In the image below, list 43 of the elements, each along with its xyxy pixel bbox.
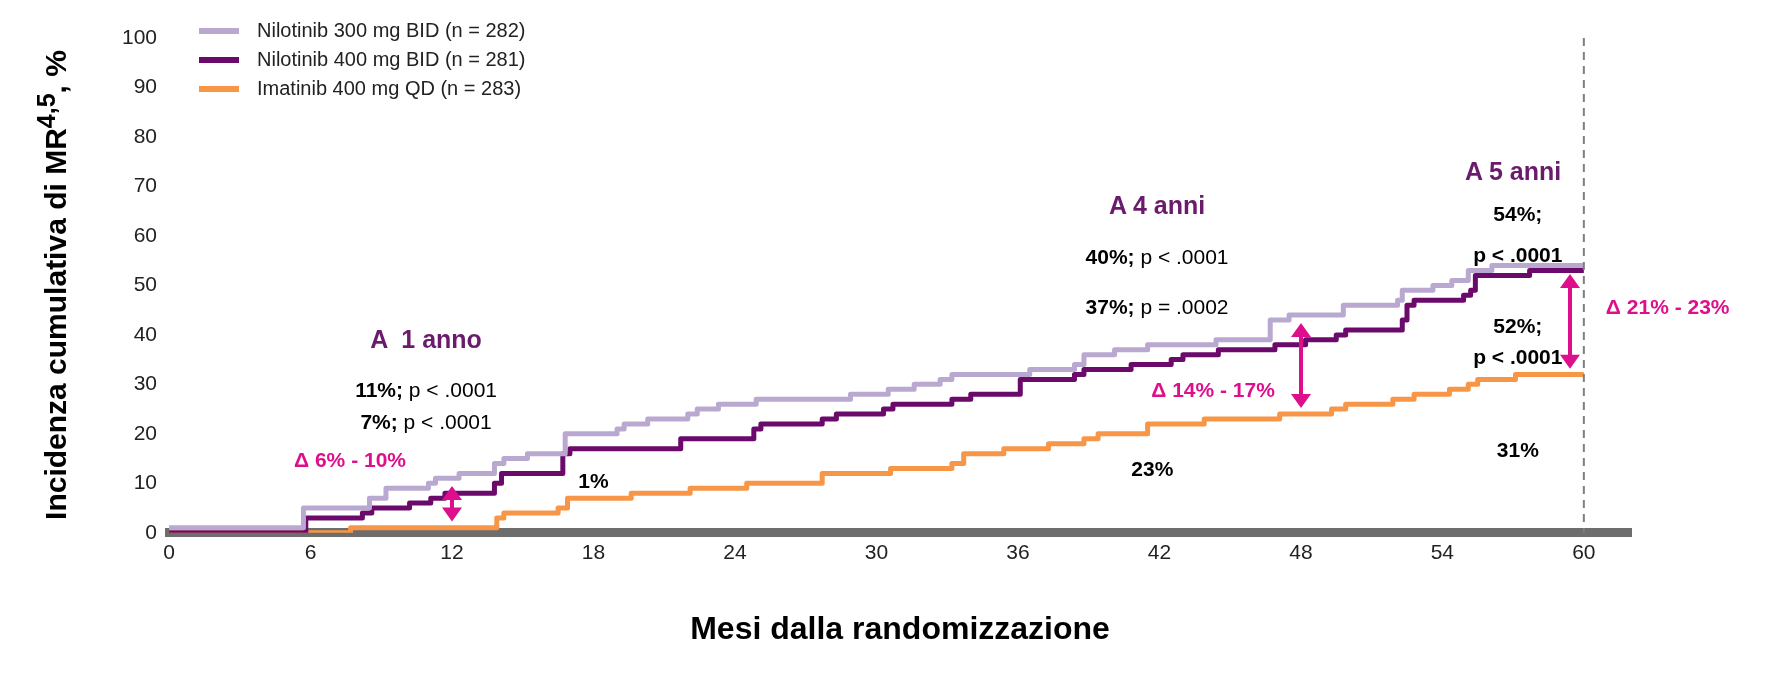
- x-tick-label: 12: [440, 540, 464, 564]
- x-tick-label: 6: [304, 540, 317, 564]
- y-tick-label: 10: [133, 470, 158, 494]
- y-tick-label: 20: [133, 420, 158, 444]
- annotation: 31%: [1496, 437, 1540, 461]
- legend-label: Nilotinib 300 mg BID (n = 282): [257, 19, 526, 42]
- legend-label: Imatinib 400 mg QD (n = 283): [257, 77, 522, 100]
- y-tick-label: 30: [133, 371, 158, 395]
- annotation: A 4 anni: [1108, 191, 1206, 220]
- annotation: A 5 anni: [1464, 156, 1562, 185]
- annotation: 11%; p < .0001: [355, 377, 497, 401]
- annotation: 1%: [578, 468, 609, 492]
- annotation: 40%; p < .0001: [1085, 244, 1229, 268]
- annotation: p < .0001: [1473, 242, 1563, 266]
- y-tick-label: 60: [133, 222, 158, 246]
- annotation: 52%;: [1493, 314, 1543, 338]
- x-tick-label: 54: [1430, 540, 1455, 564]
- y-tick-label: 90: [133, 74, 158, 98]
- annotation: 37%; p = .0002: [1085, 294, 1229, 318]
- y-tick-label: 40: [133, 321, 158, 345]
- annotation: A 1 anno: [370, 324, 482, 353]
- x-tick-label: 18: [581, 540, 606, 564]
- annotation: Δ 14% - 17%: [1151, 377, 1276, 401]
- x-tick-label: 30: [864, 540, 889, 564]
- x-tick-label: 48: [1289, 540, 1313, 564]
- x-tick-label: 42: [1147, 540, 1172, 564]
- x-axis-title: Mesi dalla randomizzazione: [690, 610, 1110, 647]
- legend-label: Nilotinib 400 mg BID (n = 281): [257, 48, 526, 71]
- annotation: 54%;: [1493, 201, 1543, 225]
- x-tick-label: 60: [1572, 540, 1596, 564]
- annotation: Δ 6% - 10%: [294, 448, 407, 472]
- y-tick-label: 50: [133, 272, 158, 296]
- annotation: 7%; p < .0001: [360, 409, 492, 433]
- x-tick-label: 24: [723, 540, 747, 564]
- y-tick-label: 100: [121, 24, 158, 48]
- annotation: p < .0001: [1473, 345, 1563, 369]
- annotation: 23%: [1131, 457, 1174, 481]
- x-tick-label: 36: [1006, 540, 1030, 564]
- x-tick-label: 0: [163, 540, 175, 564]
- y-tick-label: 70: [133, 173, 158, 197]
- y-tick-label: 80: [133, 123, 158, 147]
- y-tick-label: 0: [145, 519, 158, 543]
- annotation: Δ 21% - 23%: [1605, 294, 1730, 318]
